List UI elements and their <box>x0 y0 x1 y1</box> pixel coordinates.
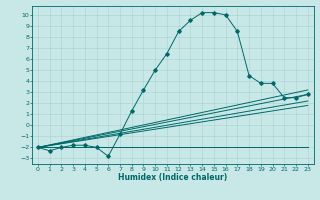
X-axis label: Humidex (Indice chaleur): Humidex (Indice chaleur) <box>118 173 228 182</box>
